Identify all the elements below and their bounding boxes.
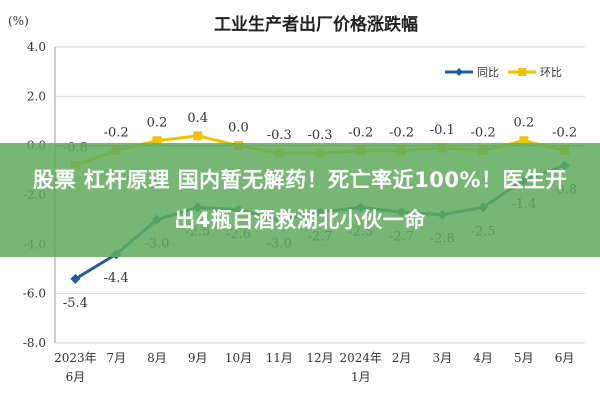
data-label: 0.0	[228, 121, 249, 136]
x-tick-label: 10月	[225, 351, 252, 365]
data-label: -0.2	[389, 126, 414, 141]
x-tick-label: 4月	[473, 351, 493, 365]
legend-label: 环比	[540, 66, 562, 79]
data-label: -0.2	[104, 126, 129, 141]
legend: 同比 环比	[445, 66, 562, 79]
y-tick-label: 4.0	[27, 40, 46, 54]
x-tick-label: 8月	[147, 351, 167, 365]
data-label: -4.4	[104, 271, 129, 286]
x-tick-label: 11月	[266, 351, 293, 365]
x-axis: 2023年 6月 7月 8月 9月 10月 11月 12月 2024年 1月 2月 3月 4月 5月 6月	[54, 351, 574, 384]
data-point	[70, 273, 81, 284]
data-label: 0.4	[187, 111, 208, 126]
data-label: -5.4	[63, 296, 88, 311]
data-point	[152, 136, 162, 146]
data-label: -0.2	[471, 126, 496, 141]
data-label: -0.2	[552, 126, 577, 141]
y-tick-label: -8.0	[23, 336, 46, 350]
x-tick-label: 9月	[188, 351, 208, 365]
legend-marker	[518, 68, 526, 76]
article-headline[interactable]: 股票 杠杆原理 国内暂无解药！死亡率近100%！医生开出4瓶白酒救湖北小伙一命	[33, 168, 567, 232]
y-unit-label: (%)	[8, 14, 29, 28]
data-label: -0.3	[267, 128, 292, 143]
x-tick-label: 7月	[106, 351, 126, 365]
chart-title: 工业生产者出厂价格涨跌幅	[214, 14, 418, 35]
x-tick-label: 2023年	[54, 351, 97, 365]
data-label: 0.2	[514, 116, 535, 131]
x-tick-label: 1月	[351, 370, 371, 384]
x-tick-label: 5月	[514, 351, 534, 365]
x-tick-label: 3月	[432, 351, 452, 365]
data-label: -0.1	[430, 123, 455, 138]
y-tick-label: 2.0	[27, 89, 46, 103]
x-tick-label: 6月	[555, 351, 575, 365]
legend-label: 同比	[477, 66, 499, 79]
x-tick-label: 2月	[392, 351, 412, 365]
article-banner[interactable]: 股票 杠杆原理 国内暂无解药！死亡率近100%！医生开出4瓶白酒救湖北小伙一命	[0, 143, 600, 257]
data-point	[519, 136, 529, 146]
x-tick-label: 12月	[306, 351, 333, 365]
data-label: -0.2	[348, 126, 373, 141]
data-point	[193, 131, 203, 141]
x-tick-label: 6月	[66, 370, 86, 384]
legend-marker	[455, 68, 463, 76]
data-label: 0.2	[147, 116, 168, 131]
y-tick-label: -6.0	[23, 287, 46, 301]
data-label: -0.3	[307, 128, 332, 143]
x-tick-label: 2024年	[339, 351, 382, 365]
